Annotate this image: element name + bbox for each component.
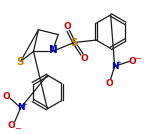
Text: +: + bbox=[22, 102, 28, 108]
Text: O: O bbox=[129, 57, 136, 66]
Text: −: − bbox=[134, 54, 141, 63]
Text: S: S bbox=[70, 38, 78, 48]
Text: O: O bbox=[8, 121, 16, 130]
Text: O: O bbox=[63, 22, 71, 31]
Text: O: O bbox=[80, 54, 88, 63]
Text: N: N bbox=[49, 45, 58, 55]
Text: +: + bbox=[116, 60, 121, 66]
Text: O: O bbox=[3, 92, 11, 101]
Text: N: N bbox=[111, 62, 118, 71]
Text: N: N bbox=[17, 103, 24, 112]
Text: −: − bbox=[14, 124, 21, 133]
Text: S: S bbox=[16, 57, 23, 67]
Text: O: O bbox=[106, 79, 114, 88]
